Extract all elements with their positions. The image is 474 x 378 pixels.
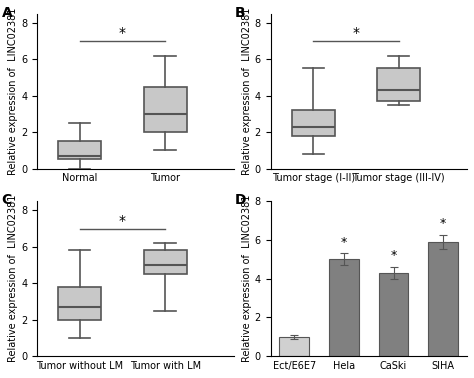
Bar — [379, 273, 409, 356]
Y-axis label: Relative expression of  LINC02381: Relative expression of LINC02381 — [8, 8, 18, 175]
PathPatch shape — [144, 87, 187, 132]
Text: *: * — [440, 217, 447, 230]
Text: *: * — [341, 235, 347, 249]
PathPatch shape — [144, 250, 187, 274]
Text: *: * — [353, 26, 359, 40]
Bar — [329, 259, 359, 356]
Bar — [280, 337, 309, 356]
Text: *: * — [119, 26, 126, 40]
PathPatch shape — [58, 141, 101, 160]
Text: D: D — [235, 194, 246, 208]
Text: *: * — [119, 214, 126, 228]
Text: *: * — [391, 249, 397, 262]
Text: B: B — [235, 6, 246, 20]
Y-axis label: Relative expression of  LINC02381: Relative expression of LINC02381 — [8, 195, 18, 363]
Bar — [428, 242, 458, 356]
Y-axis label: Relative expression of  LINC02381: Relative expression of LINC02381 — [242, 195, 252, 363]
Text: C: C — [1, 194, 12, 208]
PathPatch shape — [377, 68, 420, 101]
PathPatch shape — [292, 110, 335, 136]
Text: A: A — [1, 6, 12, 20]
Y-axis label: Relative expression of  LINC02381: Relative expression of LINC02381 — [242, 8, 252, 175]
PathPatch shape — [58, 287, 101, 320]
